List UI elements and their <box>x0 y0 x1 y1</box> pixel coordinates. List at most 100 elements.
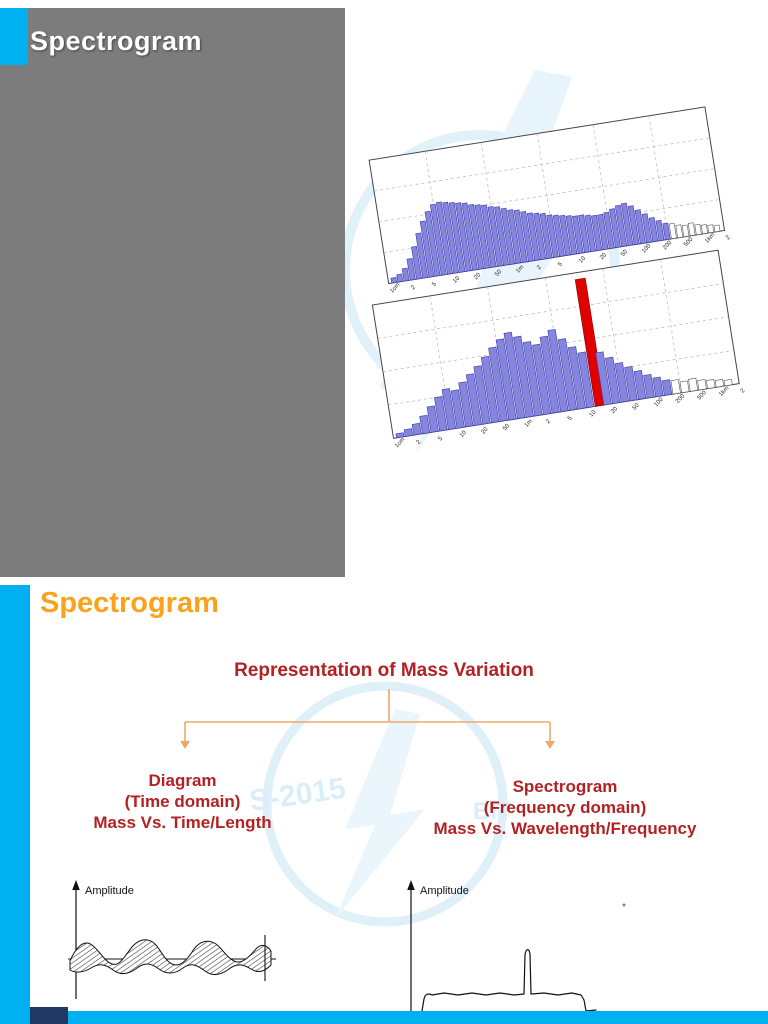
spectrogram-bar <box>595 351 612 406</box>
spectrogram-bar <box>455 202 472 272</box>
x-tick-label: 50 <box>502 423 511 432</box>
spectrum-curve <box>421 949 597 1012</box>
grid-line <box>660 259 682 393</box>
spectrogram-bar <box>614 204 628 248</box>
x-tick-label: 1km <box>718 386 730 398</box>
x-tick-label: 500 <box>683 236 695 248</box>
spectrogram-bar <box>697 379 707 391</box>
flow-root-label: Representation of Mass Variation <box>234 660 534 681</box>
spectrogram-bar <box>474 204 491 269</box>
arrow-down-icon <box>545 741 555 749</box>
spectrogram-bar <box>591 214 603 251</box>
slide-2: S-2015 BIT Spectrogram Representation of… <box>0 577 768 1024</box>
axis-arrow-icon <box>407 880 415 890</box>
spectrogram-bar <box>634 209 646 245</box>
spectrogram-bar <box>539 212 553 259</box>
spectrogram-bar <box>688 377 699 392</box>
spectrogram-bar <box>700 224 708 235</box>
watermark-bolt <box>335 709 425 919</box>
spectrogram-bar <box>624 366 638 402</box>
x-tick-label: 20 <box>610 406 619 415</box>
spectrogram-bar <box>714 379 725 388</box>
time-domain-diagram: Amplitude <box>68 880 276 999</box>
spectrogram-bar <box>473 365 491 425</box>
x-tick-label: 2 <box>740 387 747 394</box>
spectrogram-bar <box>522 341 543 417</box>
spectrogram-bar <box>396 273 404 283</box>
spectrogram-bar <box>415 232 429 279</box>
spectrogram-bar <box>424 210 441 277</box>
watermark-ring <box>262 681 508 927</box>
spectrogram-bar <box>495 338 517 421</box>
spectrogram-bar <box>559 214 572 256</box>
navy-corner-block <box>30 1007 68 1024</box>
x-tick-label: 50 <box>632 402 641 411</box>
branch-label-line: Mass Vs. Wavelength/Frequency <box>433 819 697 839</box>
spectrogram-bar <box>577 351 595 409</box>
x-tick-label: 200 <box>662 239 674 251</box>
spectrogram-chart-upper: 1cm 2 5 10 20 50 1m 2 5 10 20 50 100 200 500 1km 2 <box>358 101 733 305</box>
fault-peak-bar <box>574 277 606 407</box>
spectrogram-bar <box>707 224 715 234</box>
spectrogram-bar <box>426 405 439 433</box>
x-tick-label: 2 <box>725 234 732 241</box>
spectrogram-bar <box>507 209 522 264</box>
x-tick-label: 10 <box>589 409 598 418</box>
flow-branch-time-domain: Diagram (Time domain) Mass Vs. Time/Leng… <box>60 770 305 833</box>
watermark-logo-2: S-2015 BIT <box>235 669 535 939</box>
spectrogram-bar <box>532 343 552 415</box>
x-tick-label: 100 <box>641 243 653 255</box>
x-tick-label: 500 <box>697 389 709 401</box>
spectrogram-bar <box>578 214 590 253</box>
grid-line <box>429 295 452 430</box>
spectrogram-bar <box>670 379 681 395</box>
x-tick-label: 5 <box>557 261 564 268</box>
x-tick-label: 1km <box>704 232 716 244</box>
spectrogram-bar <box>705 379 716 389</box>
cyan-corner-accent <box>0 8 28 65</box>
x-tick-label: 100 <box>653 396 665 408</box>
spectrogram-bar <box>723 378 733 387</box>
spectrogram-bar <box>614 362 629 403</box>
arrow-down-icon <box>180 741 190 749</box>
x-tick-label: 50 <box>494 268 503 277</box>
spectrogram-bar <box>395 432 405 439</box>
spectrogram-bar <box>465 373 483 426</box>
spectrogram-bar <box>687 222 696 237</box>
spectrogram-bar <box>503 331 526 420</box>
branch-label-line: Mass Vs. Time/Length <box>93 813 272 833</box>
spectrogram-bar <box>652 376 664 398</box>
amplitude-label: Amplitude <box>420 885 469 897</box>
spectrogram-chart-lower: 1cm 2 5 10 20 50 1m 2 5 10 20 50 100 200 500 1km 2 <box>362 244 749 459</box>
spectrogram-bar <box>513 335 534 418</box>
spectrogram-bar <box>546 214 559 258</box>
spectrogram-bar <box>694 223 702 236</box>
spectrogram-bar <box>713 224 721 233</box>
spectrogram-bar <box>675 224 684 239</box>
spectrogram-bar <box>441 388 457 430</box>
spectrogram-bar <box>461 202 478 271</box>
spectrogram-bar <box>520 210 534 262</box>
spectrogram-bar <box>390 277 398 284</box>
spectrogram-bar <box>401 267 410 282</box>
spectrogram-bar <box>620 202 634 247</box>
x-tick-label: 10 <box>459 430 468 439</box>
spectrogram-bar <box>494 206 509 266</box>
grid-line <box>648 115 669 240</box>
spectrogram-bar <box>406 258 416 281</box>
slide-1: 2015 Spectrogram 1cm251020501m2510205010… <box>0 8 749 577</box>
spectrogram-bar <box>609 208 621 249</box>
x-tick-label: 1cm <box>389 282 401 294</box>
spectrogram-bar <box>448 202 466 273</box>
x-tick-label: 5 <box>437 435 444 442</box>
slide2-title: Spectrogram <box>40 587 219 619</box>
spectrogram-bar <box>661 379 673 396</box>
spectrogram-bar <box>526 212 541 261</box>
x-tick-label: 1m <box>524 419 534 429</box>
spectrogram-bar <box>662 222 671 241</box>
spectrogram-bar <box>403 428 413 437</box>
spectrogram-bar <box>488 346 508 422</box>
spectrogram-bar <box>458 381 474 428</box>
x-tick-label: 1m <box>515 264 525 274</box>
